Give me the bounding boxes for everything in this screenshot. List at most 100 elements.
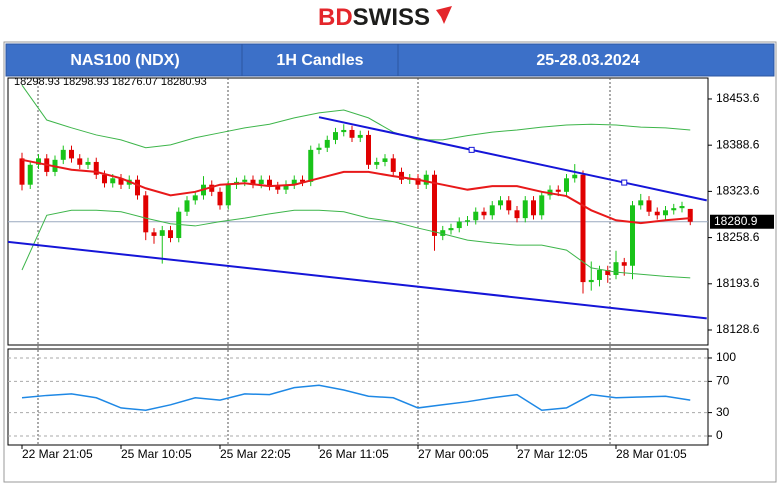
candle-body — [19, 158, 25, 185]
y-tick-label: 70 — [716, 374, 730, 388]
candle-body — [118, 178, 124, 185]
candle-body — [291, 179, 297, 185]
rsi-line — [21, 384, 691, 412]
candle-body — [324, 139, 330, 148]
candle-body — [498, 200, 503, 206]
candle-body — [654, 211, 660, 216]
candle-body — [580, 174, 586, 283]
trendline-anchor — [621, 179, 628, 186]
candle-body — [110, 178, 116, 184]
candle-body — [630, 205, 635, 266]
candle-body — [258, 179, 264, 184]
candle-body — [423, 174, 429, 185]
rsi-plot — [8, 357, 708, 437]
candle-body — [192, 195, 198, 201]
price-tag — [710, 214, 774, 229]
rsi-panel — [7, 348, 709, 446]
candle-body — [102, 174, 107, 184]
main-panel — [7, 77, 709, 346]
candle-body — [374, 161, 380, 165]
candle-body — [209, 184, 215, 192]
candle-body — [456, 221, 462, 229]
candle-body — [539, 195, 545, 216]
x-tick-label: 25 Mar 22:05 — [220, 447, 291, 461]
candle-body — [687, 208, 693, 222]
candle-body — [572, 174, 578, 179]
candle-body — [448, 228, 454, 231]
x-tick-label: 25 Mar 10:05 — [121, 447, 192, 461]
candle-body — [316, 147, 322, 150]
candle-body — [366, 134, 371, 165]
date-range: 25-28.03.2024 — [536, 52, 639, 69]
candle-body — [382, 158, 388, 162]
y-tick-label: 18193.6 — [716, 276, 760, 290]
ohlc-readout: 18298.93 18298.93 18276.07 18280.93 — [14, 76, 207, 88]
candle-body — [481, 211, 487, 216]
price-tag-label: 18280.9 — [714, 214, 758, 228]
ohlc-high: 18298.93 — [63, 76, 109, 88]
x-tick-label: 27 Mar 00:05 — [418, 447, 489, 461]
indicator-line — [21, 158, 691, 225]
candle-body — [225, 184, 231, 206]
candle-body — [646, 200, 652, 212]
symbol: NAS100 (NDX) — [70, 52, 179, 69]
ohlc-close: 18280.93 — [161, 76, 207, 88]
logo-bd: BD — [318, 4, 353, 31]
candle-body — [506, 200, 512, 211]
y-tick-label: 18388.6 — [716, 137, 760, 151]
header-bar — [5, 43, 775, 77]
x-tick-label: 28 Mar 01:05 — [616, 447, 687, 461]
candle-body — [341, 129, 347, 133]
ohlc-low: 18276.07 — [112, 76, 158, 88]
candle-body — [605, 270, 611, 275]
candle-body — [333, 132, 338, 140]
candle-body — [159, 230, 165, 236]
candle-body — [85, 161, 91, 165]
candle-body — [415, 178, 421, 185]
candle-body — [440, 230, 446, 236]
axes: 18453.6 18388.6 18323.6 18258.6 18193.6 18128… — [21, 91, 774, 461]
logo: BDSWISS — [318, 4, 430, 31]
candle-body — [489, 205, 495, 216]
candle-body — [250, 179, 256, 184]
indicator-line — [8, 240, 707, 320]
x-tick-label: 22 Mar 21:05 — [22, 447, 93, 461]
y-tick-label: 30 — [716, 405, 730, 419]
timeframe: 1H Candles — [276, 52, 363, 69]
candle-body — [465, 220, 470, 222]
candle-body — [473, 211, 479, 221]
candle-body — [69, 149, 74, 159]
candle-body — [531, 200, 536, 216]
y-tick-label: 0 — [716, 428, 723, 442]
candle-body — [308, 149, 314, 182]
candle-body — [60, 149, 66, 160]
candle-body — [663, 210, 668, 216]
y-tick-label: 18128.6 — [716, 322, 760, 336]
candle-body — [242, 179, 248, 182]
candle-body — [217, 191, 223, 206]
candle-body — [349, 129, 355, 138]
candle-body — [399, 171, 404, 180]
candle-body — [432, 174, 437, 236]
logo-swiss: SWISS — [353, 4, 430, 31]
ohlc-open: 18298.93 — [14, 76, 60, 88]
candle-body — [564, 178, 569, 192]
candle-body — [555, 189, 561, 192]
candle-body — [588, 279, 594, 283]
trendline-anchor — [468, 146, 475, 153]
candle-body — [93, 161, 99, 175]
candle-body — [283, 184, 289, 190]
indicator-line — [318, 116, 707, 202]
candle-body — [27, 164, 33, 185]
candle-body — [390, 158, 396, 172]
candle-body — [522, 200, 528, 219]
y-tick-label: 18323.6 — [716, 184, 760, 198]
candle-body — [613, 262, 619, 275]
candle-body — [275, 186, 281, 190]
main-plot — [8, 84, 708, 320]
candle-body — [514, 210, 520, 219]
candle-body — [143, 195, 149, 233]
y-tick-label: 100 — [716, 350, 736, 364]
frame — [3, 41, 777, 483]
candle-body — [300, 179, 305, 182]
